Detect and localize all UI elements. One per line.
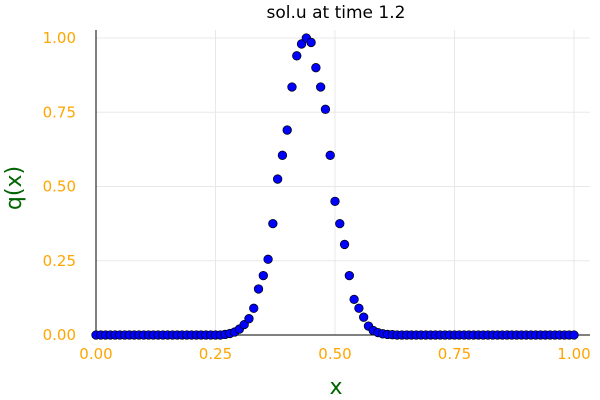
x-ticks: 0.00 0.25 0.50 0.75 1.00 (79, 345, 590, 363)
data-point (249, 303, 259, 313)
data-point (335, 218, 345, 229)
data-point (330, 196, 340, 207)
data-point (349, 294, 359, 305)
x-tick-label: 0.75 (438, 345, 471, 363)
data-point (344, 270, 354, 281)
data-point (287, 82, 297, 92)
chart-title: sol.u at time 1.2 (267, 3, 406, 23)
data-point (282, 125, 292, 135)
y-tick-label: 0.25 (43, 252, 76, 270)
data-point (306, 37, 316, 48)
x-tick-label: 1.00 (557, 345, 590, 363)
data-point (311, 63, 321, 73)
x-tick-label: 0.00 (79, 345, 112, 363)
data-point (253, 284, 264, 294)
x-tick-label: 0.25 (199, 345, 232, 363)
x-axis-label: x (329, 375, 342, 400)
y-axis-label: q(x) (2, 166, 27, 210)
y-tick-label: 0.50 (43, 178, 76, 196)
y-tick-label: 0.75 (43, 103, 76, 121)
data-point (268, 218, 278, 229)
y-ticks: 0.00 0.25 0.50 0.75 1.00 (43, 29, 76, 344)
data-point (258, 270, 268, 281)
data-point (263, 254, 273, 264)
data-point (359, 312, 369, 322)
data-point (339, 239, 350, 250)
grid (95, 30, 590, 336)
data-point (354, 303, 364, 313)
y-tick-label: 0.00 (43, 326, 76, 344)
data-point (316, 82, 326, 92)
data-point (569, 330, 579, 340)
x-tick-label: 0.50 (318, 345, 351, 363)
data-point (292, 51, 302, 61)
data-point (244, 314, 254, 324)
data-point (272, 174, 283, 184)
data-point (277, 150, 288, 160)
data-point (320, 104, 331, 114)
data-points (91, 33, 579, 340)
data-point (325, 150, 335, 160)
y-tick-label: 1.00 (43, 29, 76, 47)
